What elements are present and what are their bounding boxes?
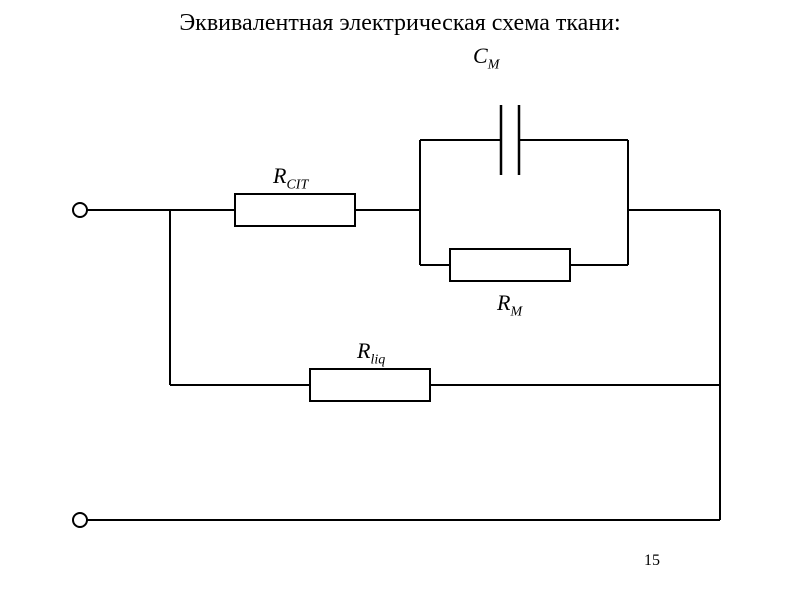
resistor-r-m [450,249,570,281]
terminal-bottom [73,513,87,527]
circuit-diagram [0,0,800,600]
page-number: 15 [644,552,660,570]
label-r-liq: Rliq [357,338,385,368]
resistor-r-liq [310,369,430,401]
terminal-top [73,203,87,217]
label-c-m: CM [473,43,499,73]
resistor-r-cit [235,194,355,226]
label-r-m: RM [497,290,522,320]
label-r-cit: RCIT [273,163,308,193]
